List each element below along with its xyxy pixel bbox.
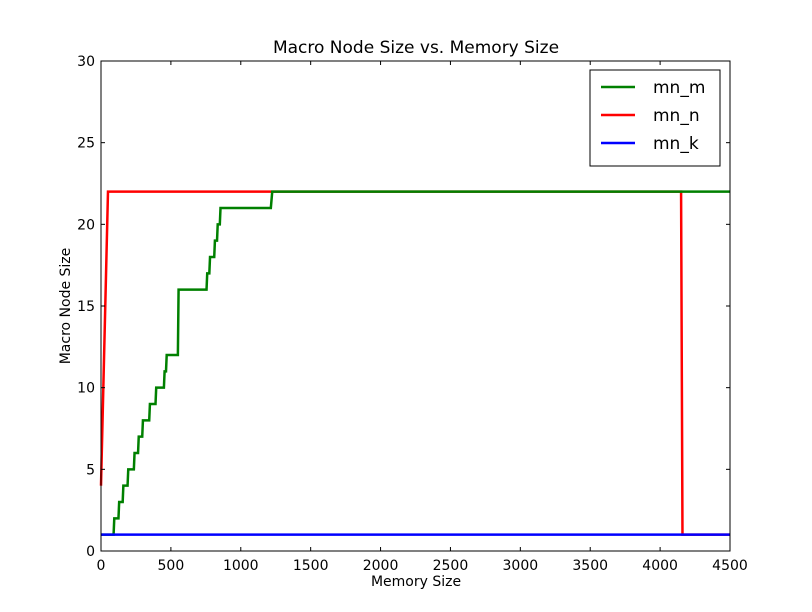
y-axis-label: Macro Node Size — [58, 248, 74, 365]
y-tick-label: 25 — [77, 136, 95, 152]
legend-label-mn-m: mn_m — [653, 78, 705, 98]
x-axis-label: Memory Size — [371, 574, 461, 590]
x-tick-label: 4500 — [712, 558, 748, 574]
y-tick-label: 30 — [77, 54, 95, 70]
y-tick-label: 15 — [77, 299, 95, 315]
x-tick-label: 1000 — [223, 558, 259, 574]
chart-title: Macro Node Size vs. Memory Size — [273, 38, 559, 58]
x-tick-label: 0 — [97, 558, 106, 574]
legend-label-mn-k: mn_k — [653, 134, 699, 154]
x-tick-label: 2000 — [363, 558, 399, 574]
series-layer — [99, 190, 730, 536]
x-tick-label: 3000 — [503, 558, 539, 574]
y-tick-label: 10 — [77, 381, 95, 397]
x-tick-label: 4000 — [642, 558, 678, 574]
ticks-layer: 0 500 1000 1500 2000 2500 3000 3500 4000 4500 0 5 10… — [77, 54, 748, 574]
y-tick-label: 5 — [86, 462, 95, 478]
series-line-mn-m — [101, 190, 730, 536]
x-tick-label: 1500 — [293, 558, 329, 574]
y-tick-label: 20 — [77, 217, 95, 233]
x-tick-label: 500 — [158, 558, 185, 574]
legend-label-mn-n: mn_n — [653, 106, 700, 126]
y-tick-label: 0 — [86, 544, 95, 560]
x-tick-label: 2500 — [433, 558, 469, 574]
legend: mn_m mn_n mn_k — [589, 69, 721, 167]
x-tick-label: 3500 — [572, 558, 608, 574]
